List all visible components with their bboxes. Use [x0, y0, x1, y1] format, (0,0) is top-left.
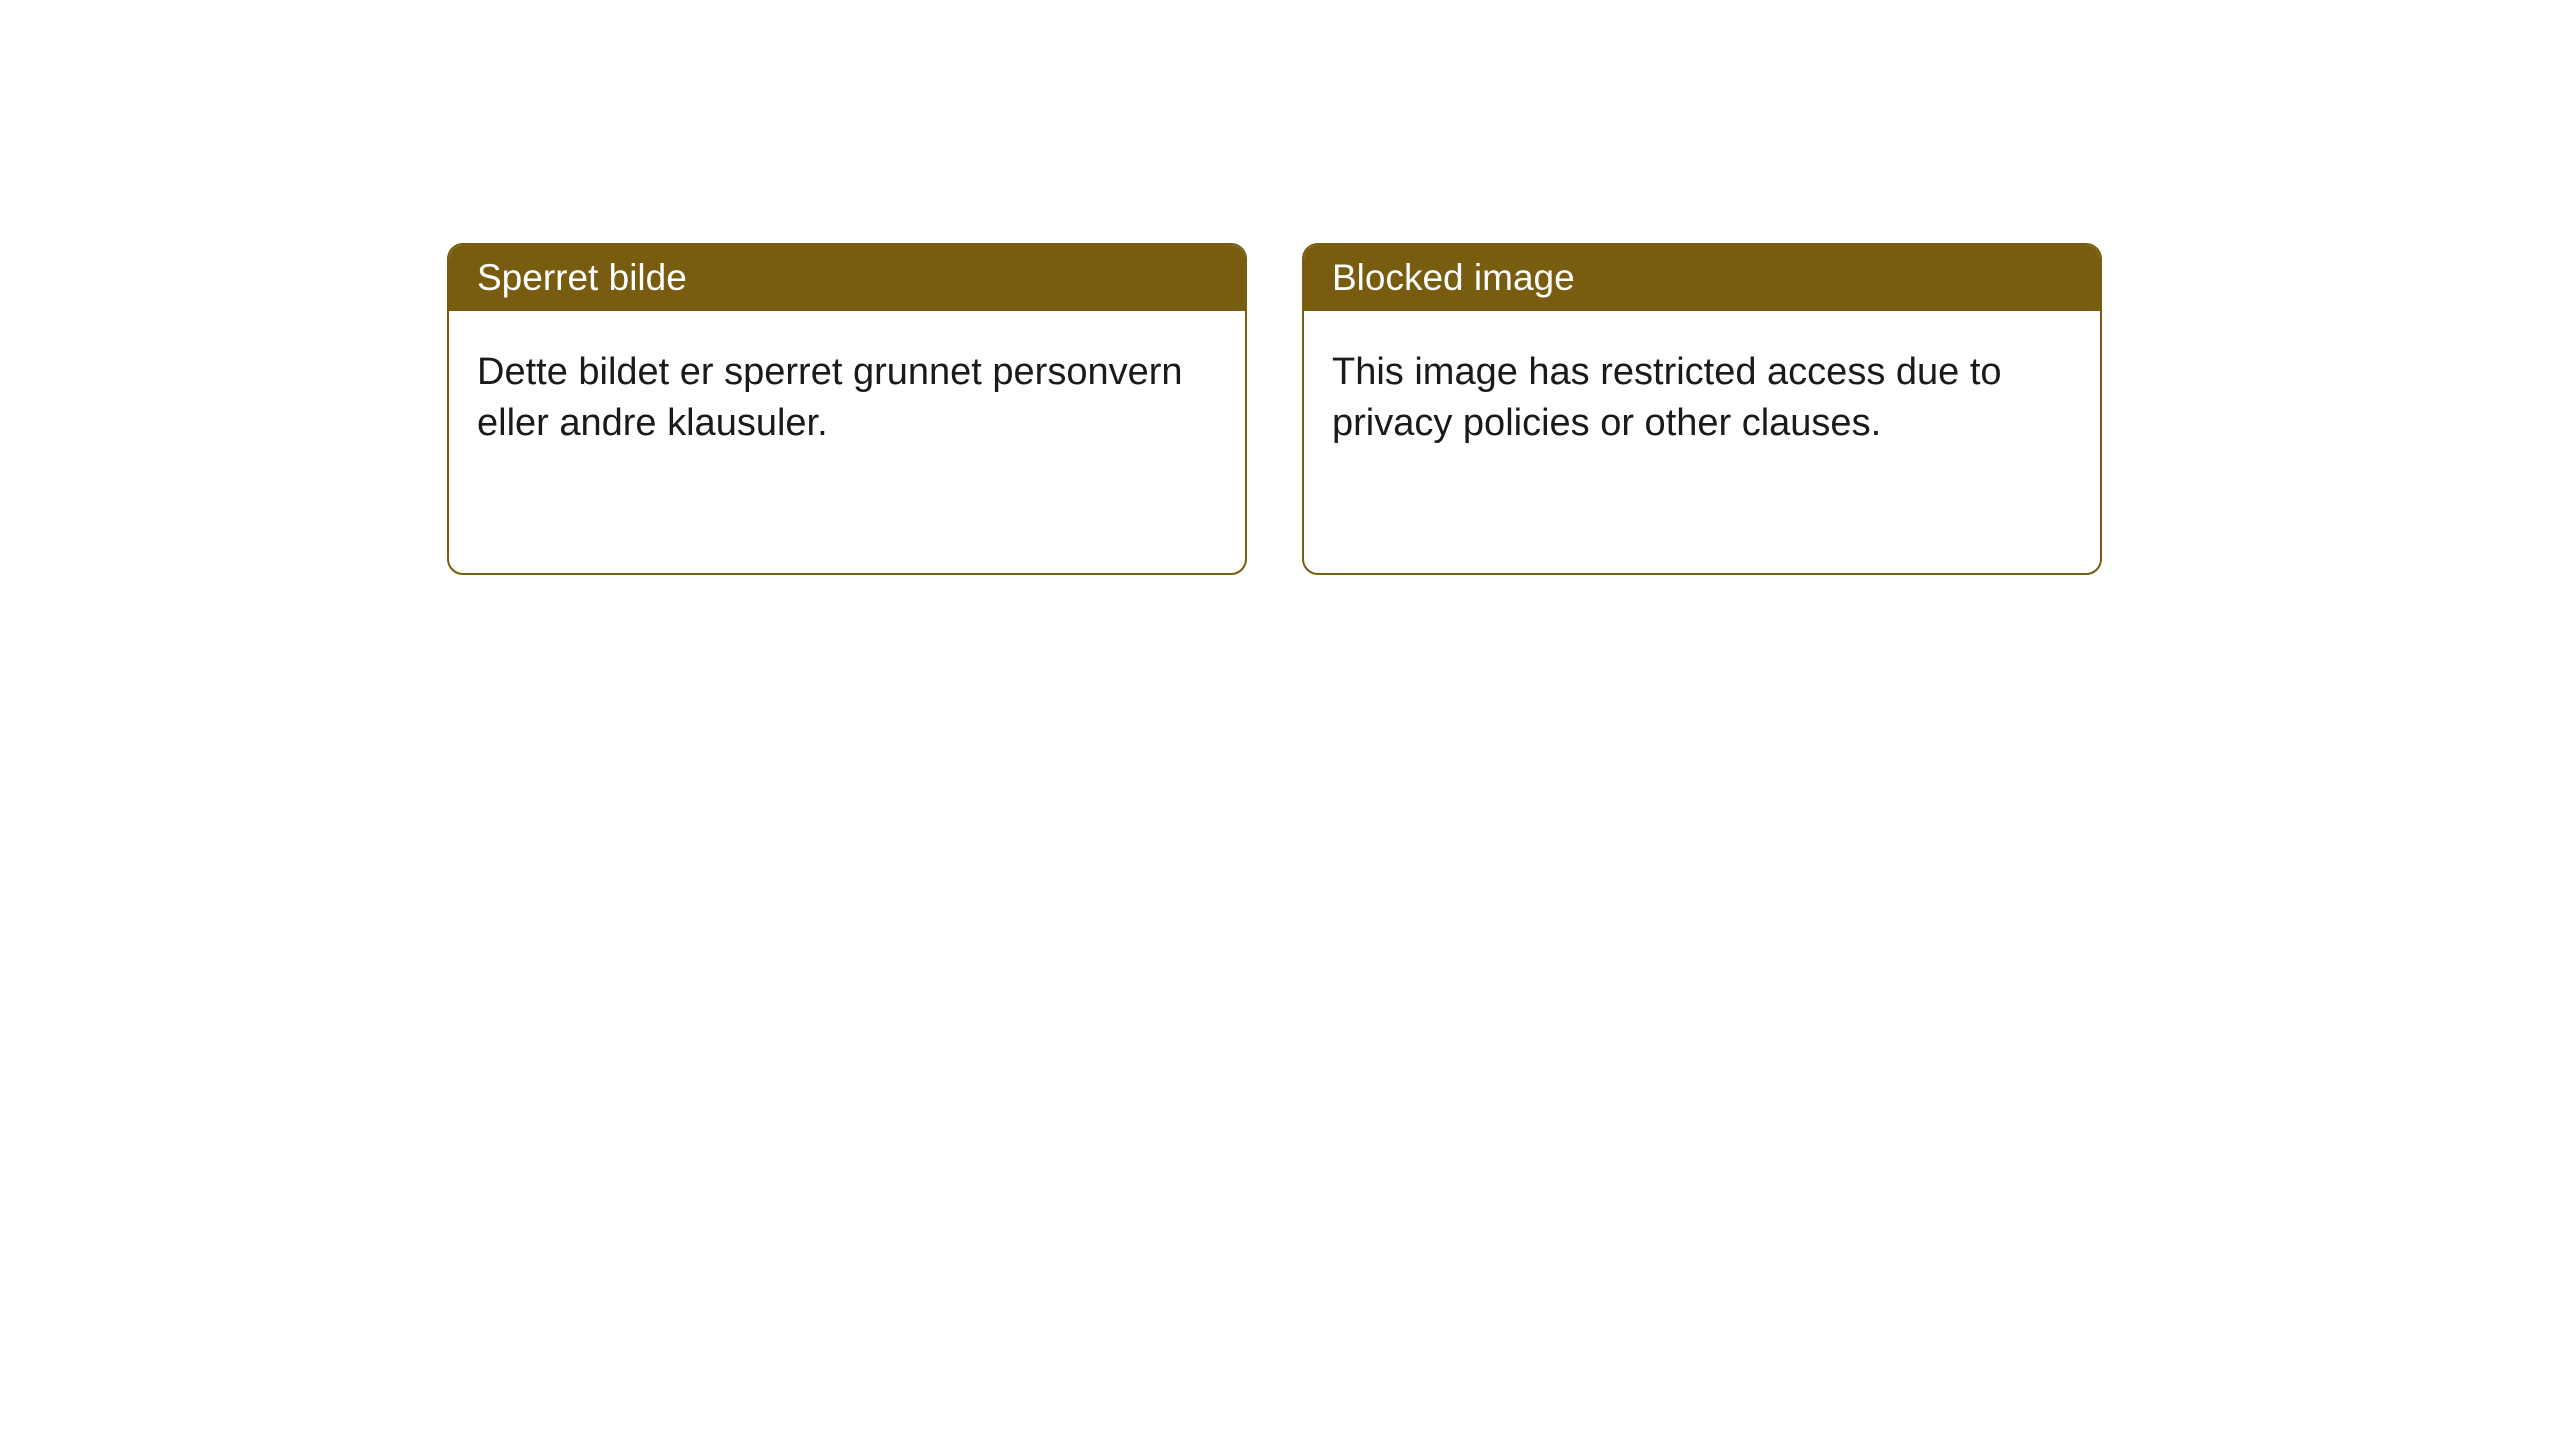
card-header-english: Blocked image — [1304, 245, 2100, 311]
card-message: Dette bildet er sperret grunnet personve… — [477, 351, 1183, 444]
blocked-image-cards: Sperret bilde Dette bildet er sperret gr… — [447, 243, 2102, 575]
card-norwegian: Sperret bilde Dette bildet er sperret gr… — [447, 243, 1247, 575]
card-body-english: This image has restricted access due to … — [1304, 311, 2100, 486]
card-title: Sperret bilde — [477, 257, 687, 298]
card-header-norwegian: Sperret bilde — [449, 245, 1245, 311]
card-english: Blocked image This image has restricted … — [1302, 243, 2102, 575]
card-message: This image has restricted access due to … — [1332, 351, 2002, 444]
card-body-norwegian: Dette bildet er sperret grunnet personve… — [449, 311, 1245, 486]
card-title: Blocked image — [1332, 257, 1575, 298]
